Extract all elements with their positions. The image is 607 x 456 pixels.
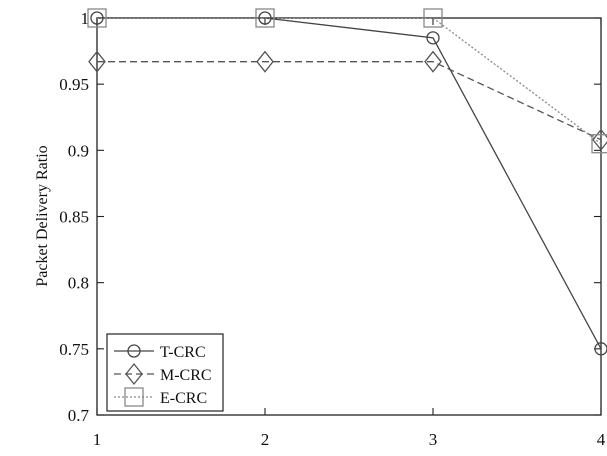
legend-label-t-crc: T-CRC (160, 344, 206, 361)
marker-layer (87, 8, 607, 356)
data-point-m-crc (256, 50, 274, 73)
legend-marker-e-crc (124, 387, 144, 407)
x-tick-label: 1 (93, 430, 102, 449)
y-tick-label: 0.75 (59, 340, 89, 359)
legend-box (106, 333, 224, 412)
y-tick-label: 1 (81, 9, 90, 28)
data-point-t-crc (426, 31, 440, 45)
data-point-e-crc (591, 134, 607, 154)
data-point-e-crc (423, 8, 443, 28)
data-point-t-crc (90, 11, 104, 25)
data-point-m-crc (592, 128, 607, 151)
y-tick-label: 0.85 (59, 208, 89, 227)
data-point-e-crc (87, 8, 107, 28)
legend-marker-m-crc (125, 362, 143, 386)
y-tick-label: 0.95 (59, 75, 89, 94)
data-point-t-crc (594, 342, 607, 356)
data-point-t-crc (258, 11, 272, 25)
data-point-e-crc (255, 8, 275, 28)
x-tick-label: 3 (429, 430, 438, 449)
y-tick-label: 0.8 (68, 274, 89, 293)
x-tick-label: 4 (597, 430, 606, 449)
legend: T-CRC M-CRC E-CRC (106, 333, 224, 412)
y-tick-label: 0.7 (68, 406, 90, 425)
series-line-t-crc (97, 18, 601, 350)
y-axis-label: Packet Delivery Ratio (34, 145, 51, 286)
series-line-e-crc (97, 18, 601, 145)
y-tick-label: 0.9 (68, 141, 89, 160)
y-axis: 0.7 0.75 0.8 0.85 0.9 0.95 1 (59, 9, 601, 425)
legend-label-e-crc: E-CRC (160, 390, 207, 407)
data-point-m-crc (424, 50, 442, 73)
x-axis: 1 2 3 4 (93, 18, 606, 449)
series-layer (97, 18, 601, 350)
data-point-m-crc (88, 50, 106, 73)
legend-marker-t-crc (127, 344, 141, 358)
series-line-m-crc (97, 61, 601, 141)
legend-label-m-crc: M-CRC (160, 367, 212, 384)
x-tick-label: 2 (261, 430, 270, 449)
